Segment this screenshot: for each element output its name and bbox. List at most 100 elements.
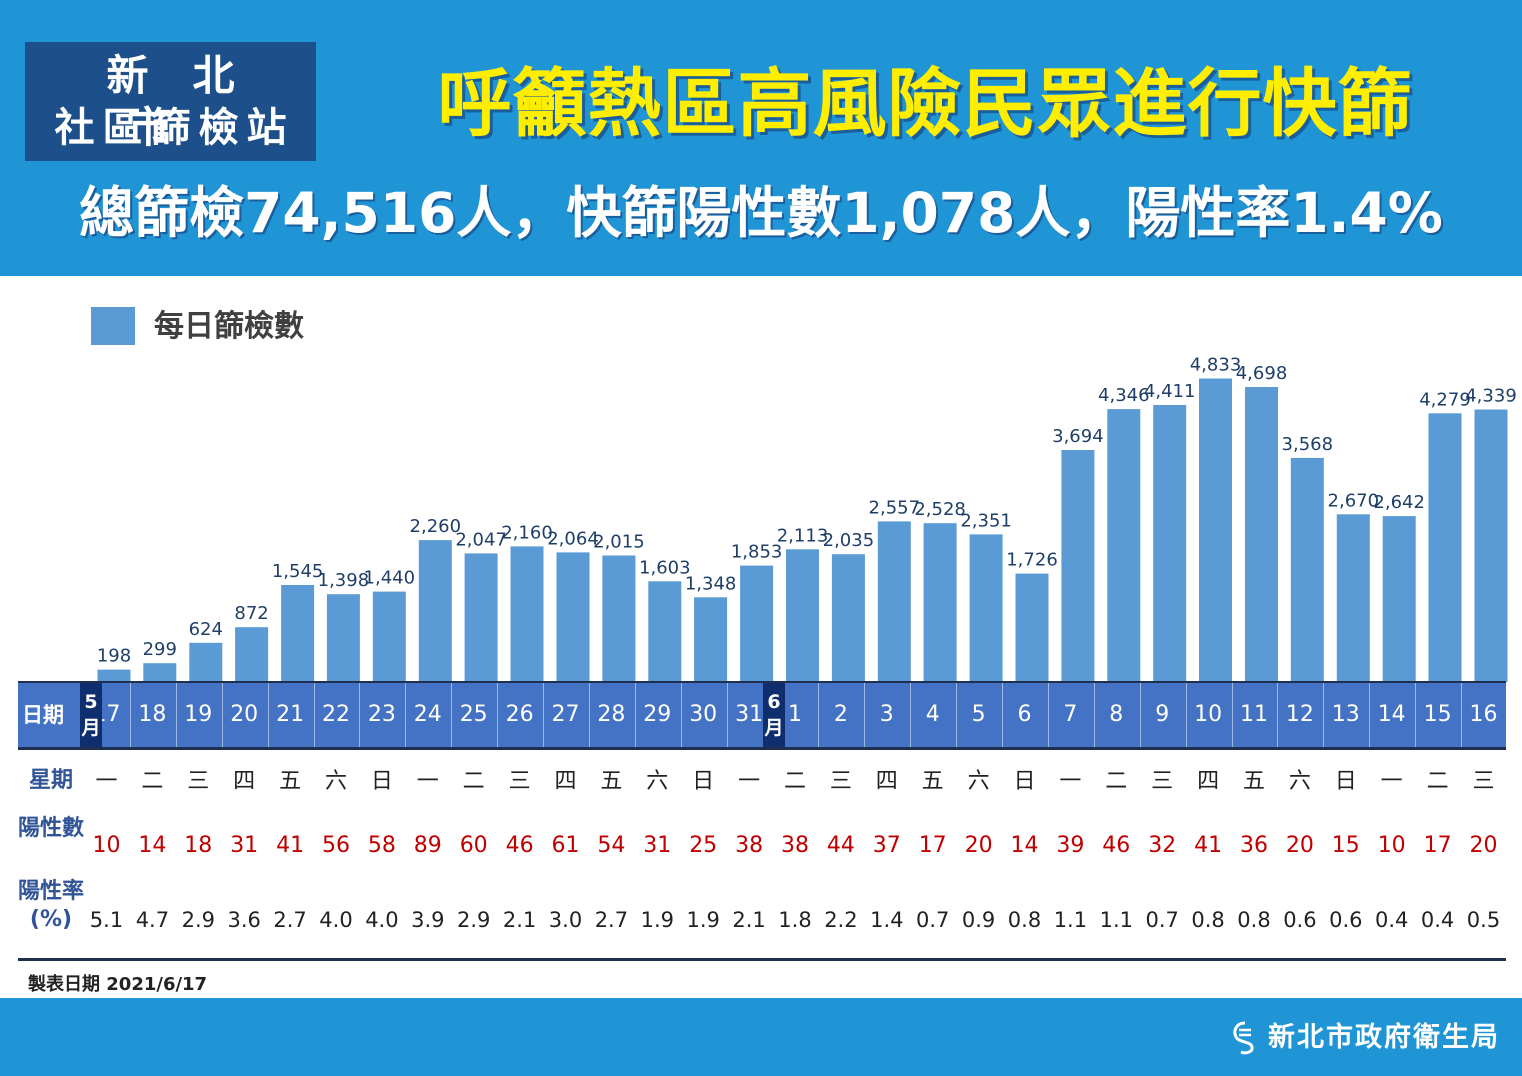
bar-30 — [694, 597, 728, 682]
positive-cell: 44 — [826, 833, 855, 858]
date-cell: 3 — [879, 702, 894, 727]
value-label-6: 1,726 — [1006, 550, 1058, 571]
positive-cell: 56 — [322, 833, 350, 858]
bar-28 — [602, 555, 636, 682]
bar-5 — [969, 534, 1003, 682]
date-cell: 26 — [505, 702, 534, 727]
table-column: 18 二 14 4.7 — [130, 683, 175, 961]
value-label-22: 1,398 — [318, 570, 370, 591]
date-separator — [129, 683, 131, 747]
positive-cell: 20 — [1285, 833, 1314, 858]
rate-cell: 0.8 — [1191, 908, 1225, 932]
value-label-24: 2,260 — [410, 516, 462, 537]
table-column: 11 五 36 0.8 — [1232, 683, 1277, 961]
summary-stats: 總篩檢74,516人，快篩陽性數1,078人，陽性率1.4% — [79, 181, 1443, 245]
weekday-cell: 一 — [416, 769, 439, 794]
station-city: 新北市 — [106, 51, 279, 152]
table-column: 23 日 58 4.0 — [359, 683, 404, 961]
weekday-cell: 三 — [187, 769, 210, 794]
month-tag-may: 5月 — [80, 683, 102, 747]
rate-cell: 3.0 — [548, 908, 583, 932]
date-separator — [1002, 683, 1003, 747]
date-cell: 9 — [1155, 702, 1170, 727]
rate-cell: 1.9 — [686, 908, 720, 932]
date-cell: 8 — [1109, 702, 1124, 727]
value-label-11: 4,698 — [1236, 363, 1288, 384]
date-separator — [221, 683, 223, 747]
positive-cell: 10 — [92, 833, 121, 858]
date-separator — [451, 683, 453, 747]
value-label-28: 2,015 — [593, 532, 645, 553]
date-cell: 12 — [1285, 702, 1314, 727]
legend-swatch — [91, 307, 135, 345]
date-separator — [726, 683, 728, 747]
weekday-cell: 二 — [462, 769, 485, 794]
positive-cell: 36 — [1240, 833, 1268, 858]
value-label-29: 1,603 — [639, 557, 691, 578]
date-separator — [818, 683, 820, 747]
rate-cell: 1.8 — [778, 908, 812, 932]
date-cell: 25 — [459, 702, 488, 727]
date-separator — [359, 683, 361, 747]
date-separator — [1231, 683, 1233, 747]
table-column: 4 五 17 0.7 — [910, 683, 955, 961]
table-column: 22 六 56 4.0 — [314, 683, 359, 961]
weekday-cell: 六 — [646, 769, 669, 794]
rate-cell: 0.6 — [1329, 908, 1363, 932]
weekday-cell: 五 — [279, 769, 302, 794]
weekday-row-label: 星期 — [28, 768, 73, 793]
date-separator — [497, 683, 499, 747]
date-separator — [1139, 683, 1141, 747]
legend-label: 每日篩檢數 — [154, 309, 304, 344]
bar-3 — [877, 521, 911, 682]
positive-cell: 25 — [689, 833, 718, 858]
bar-9 — [1153, 405, 1187, 682]
rate-cell: 4.0 — [365, 908, 399, 932]
bar-8 — [1107, 409, 1141, 682]
bar-31 — [740, 565, 774, 682]
date-separator — [1093, 683, 1095, 747]
rate-cell: 0.8 — [1237, 908, 1271, 932]
date-separator — [588, 683, 590, 747]
value-label-9: 4,411 — [1144, 381, 1196, 402]
date-cell: 16 — [1469, 702, 1498, 727]
date-cell: 7 — [1063, 702, 1078, 727]
table-column: 2 三 44 2.2 — [818, 683, 863, 961]
weekday-cell: 一 — [738, 769, 761, 794]
date-separator — [1185, 683, 1187, 747]
table-column: 28 五 54 2.7 — [589, 683, 634, 961]
date-separator — [1277, 683, 1279, 747]
bar-25 — [464, 553, 498, 682]
date-row-rule — [18, 747, 1506, 750]
table-column: 8 二 46 1.1 — [1094, 683, 1139, 961]
bar-18 — [143, 663, 177, 682]
weekday-cell: 六 — [967, 769, 990, 794]
date-cell: 14 — [1377, 702, 1406, 727]
positive-cell: 37 — [872, 833, 901, 858]
weekday-cell: 五 — [600, 769, 623, 794]
rate-cell: 0.4 — [1374, 908, 1409, 932]
weekday-cell: 日 — [692, 769, 715, 794]
positive-cell: 54 — [597, 833, 626, 858]
table-column: 17 一 10 5.1 — [84, 683, 129, 961]
value-label-1: 2,113 — [777, 525, 829, 546]
value-label-26: 2,160 — [501, 522, 553, 543]
rate-cell: 2.7 — [594, 908, 629, 932]
bar-15 — [1428, 413, 1462, 682]
weekday-cell: 四 — [875, 769, 898, 794]
weekday-cell: 六 — [324, 769, 347, 794]
station-name: 社區篩檢站 — [54, 105, 295, 151]
value-label-18: 299 — [143, 639, 177, 660]
rate-cell: 4.0 — [319, 908, 353, 932]
rate-cell: 1.1 — [1053, 908, 1088, 932]
weekday-cell: 三 — [1472, 769, 1495, 794]
value-label-31: 1,853 — [731, 542, 783, 563]
table-column: 30 日 25 1.9 — [681, 683, 726, 961]
bar-29 — [648, 581, 682, 682]
bar-16 — [1474, 409, 1508, 682]
weekday-cell: 日 — [370, 769, 393, 794]
weekday-cell: 三 — [508, 769, 531, 794]
value-label-2: 2,035 — [823, 530, 875, 551]
weekday-cell: 二 — [1105, 769, 1128, 794]
table-column: 16 三 20 0.5 — [1461, 683, 1506, 961]
